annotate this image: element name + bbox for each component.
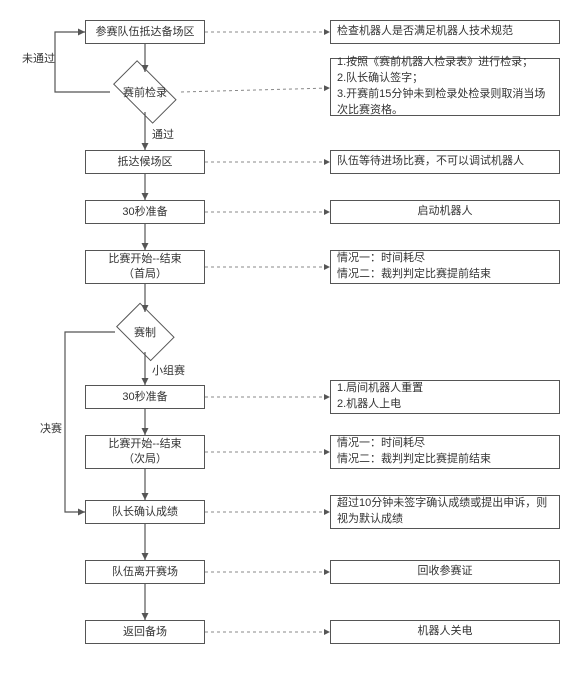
desc-collect-badge: 回收参赛证 [330, 560, 560, 584]
desc-text: 检查机器人是否满足机器人技术规范 [337, 24, 513, 40]
edge-label-pass: 通过 [152, 126, 174, 142]
node-30s-prep-1: 30秒准备 [85, 200, 205, 224]
desc-end-conditions-1: 情况一：时间耗尽 情况二：裁判判定比赛提前结束 [330, 250, 560, 284]
desc-text: 队伍等待进场比赛，不可以调试机器人 [337, 154, 524, 170]
node-label: 参赛队伍抵达备场区 [96, 25, 195, 40]
node-arrive-prep-area: 参赛队伍抵达备场区 [85, 20, 205, 44]
desc-tech-spec-check: 检查机器人是否满足机器人技术规范 [330, 20, 560, 44]
desc-text: 1.局间机器人重置 2.机器人上电 [337, 381, 423, 413]
node-label: 队长确认成绩 [112, 505, 178, 520]
desc-text: 情况一：时间耗尽 情况二：裁判判定比赛提前结束 [337, 436, 491, 468]
node-30s-prep-2: 30秒准备 [85, 385, 205, 409]
node-label: 队伍离开赛场 [112, 565, 178, 580]
desc-text: 超过10分钟未签字确认成绩或提出申诉，则视为默认成绩 [337, 496, 553, 528]
desc-text: 情况一：时间耗尽 情况二：裁判判定比赛提前结束 [337, 251, 491, 283]
edge-label-final: 决赛 [40, 420, 62, 436]
desc-text: 回收参赛证 [418, 564, 473, 580]
desc-default-confirm: 超过10分钟未签字确认成绩或提出申诉，则视为默认成绩 [330, 495, 560, 529]
edge-label-group: 小组赛 [152, 362, 185, 378]
desc-text: 机器人关电 [418, 624, 473, 640]
node-pre-match-check: 赛前检录 [105, 68, 185, 116]
desc-text: 启动机器人 [418, 204, 473, 220]
node-return-prep: 返回备场 [85, 620, 205, 644]
desc-wait-no-debug: 队伍等待进场比赛，不可以调试机器人 [330, 150, 560, 174]
desc-power-off: 机器人关电 [330, 620, 560, 644]
node-label: 比赛开始--结束 （首局） [108, 252, 181, 282]
edge-label-fail: 未通过 [22, 50, 55, 66]
desc-start-robot: 启动机器人 [330, 200, 560, 224]
desc-reset-power: 1.局间机器人重置 2.机器人上电 [330, 380, 560, 414]
node-match-first-round: 比赛开始--结束 （首局） [85, 250, 205, 284]
node-team-leave: 队伍离开赛场 [85, 560, 205, 584]
desc-text: 1.按照《赛前机器人检录表》进行检录； 2.队长确认签字； 3.开赛前15分钟未… [337, 55, 553, 119]
desc-end-conditions-2: 情况一：时间耗尽 情况二：裁判判定比赛提前结束 [330, 435, 560, 469]
desc-check-procedure: 1.按照《赛前机器人检录表》进行检录； 2.队长确认签字； 3.开赛前15分钟未… [330, 58, 560, 116]
node-captain-confirm: 队长确认成绩 [85, 500, 205, 524]
node-label: 赛制 [134, 324, 156, 340]
node-label: 比赛开始--结束 （次局） [108, 437, 181, 467]
node-label: 赛前检录 [123, 84, 167, 100]
node-label: 30秒准备 [122, 205, 167, 220]
node-format: 赛制 [110, 308, 180, 356]
node-label: 抵达候场区 [118, 155, 173, 170]
node-match-next-round: 比赛开始--结束 （次局） [85, 435, 205, 469]
node-label: 返回备场 [123, 625, 167, 640]
node-label: 30秒准备 [122, 390, 167, 405]
flowchart-canvas: 参赛队伍抵达备场区 赛前检录 抵达候场区 30秒准备 比赛开始--结束 （首局）… [0, 0, 582, 695]
node-arrive-wait-area: 抵达候场区 [85, 150, 205, 174]
